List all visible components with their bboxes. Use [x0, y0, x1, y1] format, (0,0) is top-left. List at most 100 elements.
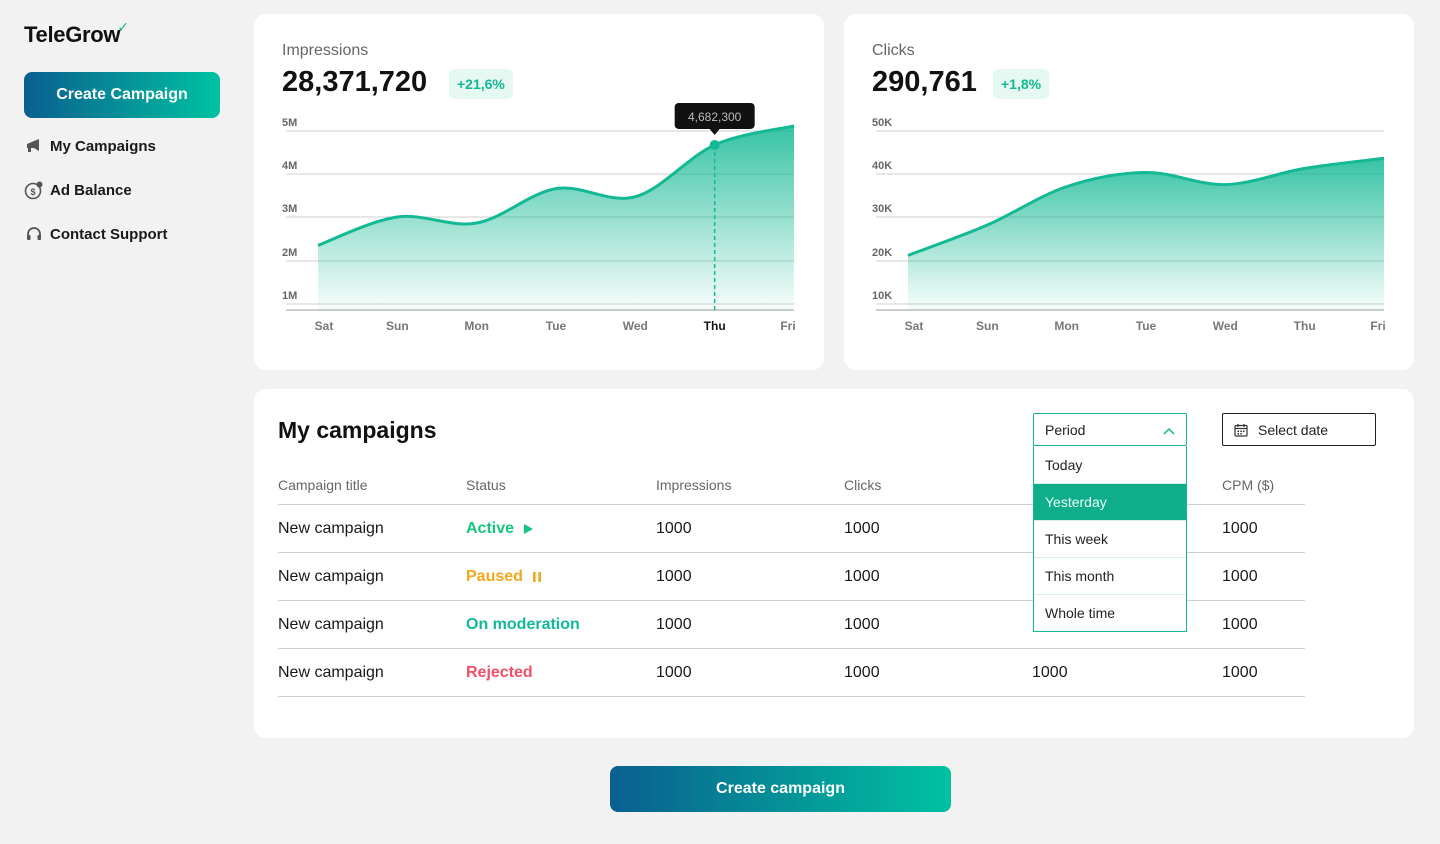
sidebar-item-contact-support[interactable]: Contact Support: [24, 222, 234, 246]
chevron-up-icon: [1163, 422, 1175, 438]
area-fill: [318, 125, 794, 312]
period-option-yesterday[interactable]: Yesterday: [1034, 483, 1186, 520]
create-campaign-bottom-button[interactable]: Create campaign: [610, 766, 951, 812]
x-tick-label: Mon: [1054, 319, 1079, 333]
clicks-cell: 1000: [844, 567, 880, 585]
headset-icon: [24, 224, 44, 244]
megaphone-icon: [24, 136, 44, 156]
y-tick-label: 4M: [282, 160, 297, 172]
impressions-cell: 1000: [656, 567, 692, 585]
sidebar-item-my-campaigns[interactable]: My Campaigns: [24, 134, 234, 158]
clicks-change-badge: +1,8%: [993, 69, 1050, 99]
impressions-chart[interactable]: 5M 4M 3M 2M 1M Sat Sun Mon Tue Wed Thu Fri 4,682,300: [254, 14, 824, 370]
cpm-cell: 1000: [1222, 519, 1258, 537]
impressions-cell: 1000: [656, 519, 692, 537]
tooltip-arrow: [709, 128, 720, 135]
status-label: Rejected: [466, 663, 533, 681]
logo-tick-icon: ✓: [117, 19, 129, 35]
x-tick-label: Wed: [1213, 319, 1238, 333]
coin-icon: $: [24, 180, 44, 200]
status-cell-moderation: On moderation: [466, 616, 656, 634]
campaign-title-cell: New campaign: [278, 519, 384, 537]
impressions-total: 28,371,720: [282, 66, 428, 98]
x-tick-label: Tue: [546, 319, 567, 333]
select-date-label: Select date: [1258, 421, 1329, 438]
clicks-label: Clicks: [872, 42, 915, 59]
clicks-chart[interactable]: 50K 40K 30K 20K 10K Sat Sun Mon Tue Wed Thu Fri: [844, 14, 1414, 370]
sidebar-item-label: My Campaigns: [50, 137, 156, 155]
campaigns-table: Campaign title Status Impressions Clicks…: [278, 465, 1305, 697]
series-line: [907, 156, 1385, 257]
x-tick-label: Sun: [386, 319, 409, 333]
clicks-cell: 1000: [844, 663, 880, 681]
x-tick-label: Fri: [1370, 319, 1385, 333]
create-campaign-button[interactable]: Create Campaign: [24, 72, 220, 118]
y-tick-label: 2M: [282, 247, 297, 259]
table-row[interactable]: New campaign Active 1000 1000 1000 1000: [278, 505, 1305, 553]
y-tick-label: 1M: [282, 290, 297, 302]
campaigns-title: My campaigns: [278, 417, 437, 443]
play-icon[interactable]: [522, 523, 534, 535]
x-tick-label: Thu: [1294, 319, 1316, 333]
sidebar-item-label: Ad Balance: [50, 181, 132, 199]
campaign-title-cell: New campaign: [278, 615, 384, 633]
x-tick-label: Tue: [1136, 319, 1157, 333]
impressions-cell: 1000: [656, 615, 692, 633]
column-header-status: Status: [466, 476, 506, 493]
sidebar-item-label: Contact Support: [50, 225, 168, 243]
column-header-clicks: Clicks: [844, 476, 882, 493]
app-logo: TeleGrow✓: [24, 19, 129, 47]
status-label: Active: [466, 519, 515, 537]
y-tick-label: 50K: [872, 117, 892, 129]
clicks-cell: 1000: [844, 519, 880, 537]
cpm-cell: 1000: [1222, 615, 1258, 633]
y-tick-label: 3M: [282, 203, 297, 215]
select-date-button[interactable]: Select date: [1222, 413, 1376, 446]
impressions-cell: 1000: [656, 663, 692, 681]
table-row[interactable]: New campaign Rejected 1000 1000 1000 100…: [278, 649, 1305, 697]
period-option-this-month[interactable]: This month: [1034, 557, 1186, 594]
cpm-cell: 1000: [1222, 567, 1258, 585]
y-tick-label: 30K: [872, 203, 892, 215]
x-tick-label: Mon: [464, 319, 489, 333]
tooltip-box: [674, 102, 755, 129]
status-cell-paused: Paused: [466, 568, 656, 586]
x-tick-label: Sat: [905, 319, 924, 333]
clicks-cell: 1000: [844, 615, 880, 633]
clicks-total: 290,761: [872, 66, 977, 98]
period-select-label: Period: [1045, 421, 1086, 438]
campaigns-card: My campaigns Period Today Yesterday This…: [254, 389, 1414, 738]
period-option-whole-time[interactable]: Whole time: [1034, 594, 1186, 631]
period-option-this-week[interactable]: This week: [1034, 520, 1186, 557]
status-label: On moderation: [466, 615, 580, 633]
column-header-impressions: Impressions: [656, 476, 732, 493]
status-cell-rejected: Rejected: [466, 664, 656, 682]
status-label: Paused: [466, 567, 523, 585]
y-tick-label: 10K: [872, 290, 892, 302]
highlight-point[interactable]: [709, 139, 720, 150]
x-tick-label: Wed: [623, 319, 648, 333]
column-header-cpm: CPM ($): [1222, 476, 1275, 493]
period-select[interactable]: Period: [1033, 413, 1187, 446]
clicks-card: Clicks 290,761 +1,8% 50K 40K 30K 20K 10K Sat S…: [844, 14, 1414, 370]
x-tick-label: Sun: [976, 319, 999, 333]
pause-icon[interactable]: [531, 571, 543, 583]
campaign-title-cell: New campaign: [278, 663, 384, 681]
period-dropdown: Today Yesterday This week This month Who…: [1033, 446, 1187, 632]
impressions-label: Impressions: [282, 42, 369, 59]
column-header-title: Campaign title: [278, 476, 368, 493]
y-tick-label: 40K: [872, 160, 892, 172]
svg-text:$: $: [30, 187, 35, 197]
hidden-column-cell: 1000: [1032, 663, 1068, 681]
status-cell-active: Active: [466, 520, 656, 538]
x-tick-label: Sat: [315, 319, 334, 333]
period-option-today[interactable]: Today: [1045, 456, 1083, 473]
tooltip-value: 4,682,300: [688, 110, 742, 124]
sidebar-item-ad-balance[interactable]: $ Ad Balance: [24, 178, 234, 202]
y-tick-label: 5M: [282, 117, 297, 129]
impressions-card: Impressions 28,371,720 +21,6% 5M 4M 3M 2M 1M…: [254, 14, 824, 370]
y-tick-label: 20K: [872, 247, 892, 259]
x-tick-label: Fri: [780, 319, 795, 333]
cpm-cell: 1000: [1222, 663, 1258, 681]
x-tick-label: Thu: [704, 319, 726, 333]
